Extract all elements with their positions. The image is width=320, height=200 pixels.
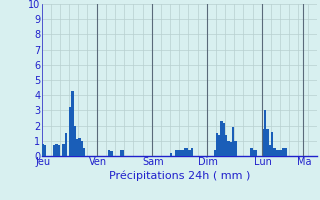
Bar	[227, 141, 230, 156]
Bar	[69, 107, 71, 156]
Bar	[177, 150, 179, 156]
Bar	[273, 148, 276, 156]
Bar	[175, 150, 177, 156]
Bar	[71, 91, 74, 156]
Bar	[65, 133, 67, 156]
Bar	[264, 110, 266, 156]
Bar	[232, 127, 234, 156]
Bar	[53, 145, 55, 156]
Bar	[266, 129, 269, 156]
X-axis label: Précipitations 24h ( mm ): Précipitations 24h ( mm )	[108, 170, 250, 181]
Bar	[214, 150, 216, 156]
Bar	[74, 126, 76, 156]
Bar	[262, 129, 264, 156]
Bar	[282, 148, 285, 156]
Bar	[55, 144, 58, 156]
Bar	[44, 145, 46, 156]
Bar	[179, 150, 181, 156]
Bar	[278, 150, 280, 156]
Bar	[108, 150, 110, 156]
Bar	[234, 141, 236, 156]
Bar	[269, 145, 271, 156]
Bar	[250, 148, 252, 156]
Bar	[78, 138, 81, 156]
Bar	[188, 150, 191, 156]
Bar	[220, 121, 223, 156]
Bar	[218, 135, 220, 156]
Bar	[170, 153, 172, 156]
Bar	[62, 144, 65, 156]
Bar	[184, 148, 186, 156]
Bar	[285, 148, 287, 156]
Bar	[42, 144, 44, 156]
Bar	[271, 132, 273, 156]
Bar	[252, 150, 255, 156]
Bar	[181, 150, 184, 156]
Bar	[223, 123, 225, 156]
Bar	[81, 141, 83, 156]
Bar	[122, 150, 124, 156]
Bar	[110, 151, 113, 156]
Bar	[120, 150, 122, 156]
Bar	[230, 142, 232, 156]
Bar	[280, 150, 282, 156]
Bar	[186, 148, 188, 156]
Bar	[83, 148, 85, 156]
Bar	[58, 145, 60, 156]
Bar	[255, 150, 257, 156]
Bar	[216, 133, 218, 156]
Bar	[191, 148, 193, 156]
Bar	[225, 135, 227, 156]
Bar	[76, 139, 78, 156]
Bar	[276, 150, 278, 156]
